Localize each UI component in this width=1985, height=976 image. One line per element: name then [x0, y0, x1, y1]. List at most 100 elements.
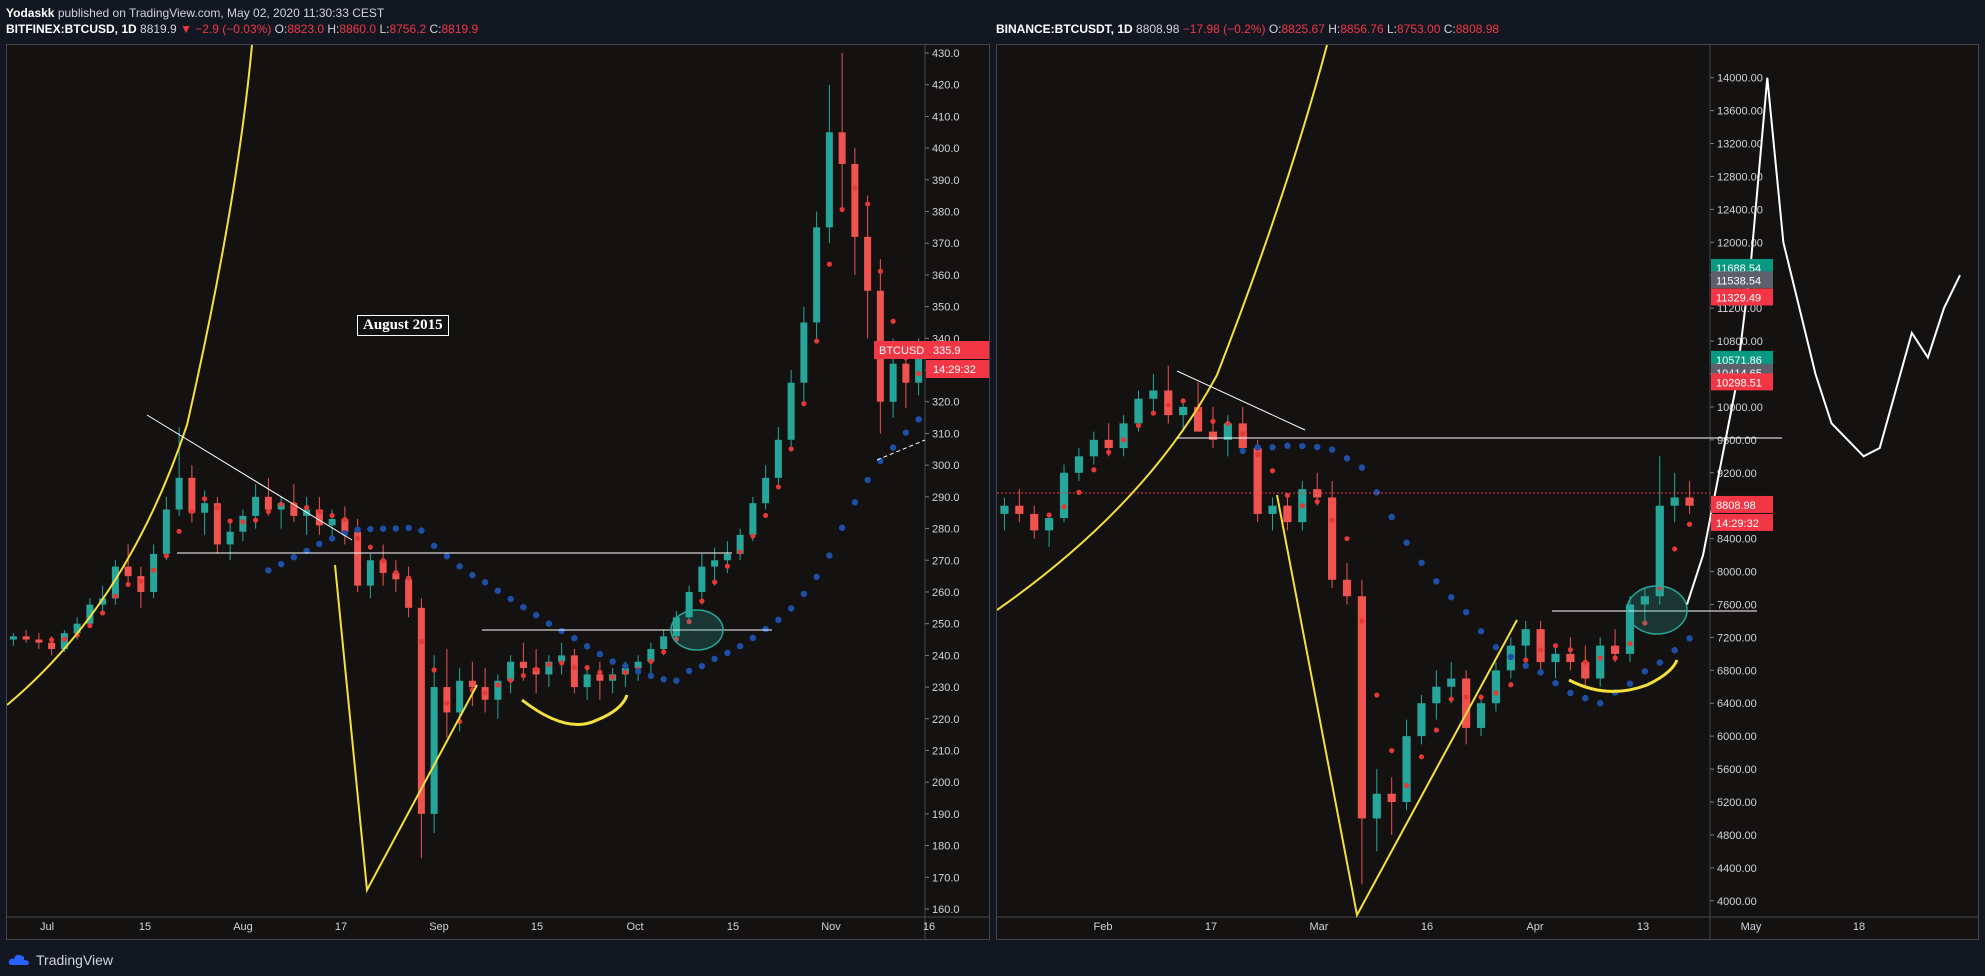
price-tick-label: 160.0: [932, 904, 960, 916]
candle-body: [1104, 439, 1113, 449]
fast-ma-dot: [1180, 398, 1186, 404]
price-tick-label: 420.0: [932, 80, 960, 92]
slow-ma-dot: [660, 676, 667, 683]
candle-body: [825, 132, 833, 228]
slow-ma-dot: [443, 553, 451, 560]
slow-ma-dot: [1328, 446, 1336, 453]
slow-ma-dot: [379, 525, 387, 532]
right-last: 8808.98: [1136, 22, 1180, 36]
right-chart-panel[interactable]: 14000.00 13600.00 13200.00 12800.00 12400.00…: [996, 44, 1979, 940]
fast-ma-dot: [49, 637, 55, 643]
fast-ma-dot: [342, 516, 348, 523]
slow-ma-dot: [1656, 659, 1663, 666]
rounded-bottom: [1568, 659, 1679, 693]
tradingview-cloud-icon: [8, 954, 30, 965]
price-tick-label: 360.0: [932, 270, 960, 282]
right-symbol-line: BINANCE:BTCUSDT, 1D 8808.98 −17.98 (−0.2…: [996, 22, 1500, 36]
fast-ma-dot: [814, 338, 820, 344]
author-name[interactable]: Yodaskk: [6, 6, 55, 20]
fast-ma-dot: [852, 185, 858, 191]
left-chart[interactable]: 430.0 420.0 410.0 400.0 390.0 380.0 370.0 360.0…: [6, 44, 989, 939]
fast-ma-dot: [1389, 748, 1395, 754]
slow-ma-dot: [1403, 539, 1410, 546]
fast-ma-dot: [1538, 647, 1544, 653]
fast-ma-dot: [648, 658, 654, 664]
price-tick-label: 12800.00: [1717, 171, 1763, 183]
price-tag-text: 11329.49: [1716, 292, 1761, 304]
slow-ma-dot: [1448, 594, 1455, 601]
fast-ma-dot: [520, 672, 526, 679]
candle-body: [762, 477, 770, 504]
left-last: 8819.9: [140, 22, 177, 36]
fast-ma-dot: [916, 370, 922, 377]
fast-ma-dot: [355, 535, 361, 542]
candle-body: [1328, 497, 1337, 580]
time-tick-label: 18: [1853, 921, 1865, 933]
candle-body: [1119, 423, 1128, 449]
fast-ma-dot: [151, 567, 157, 573]
price-tick-label: 310.0: [932, 428, 960, 440]
price-tick-label: 430.0: [932, 48, 960, 60]
highlight-ellipse: [670, 609, 724, 651]
candle-body: [902, 363, 910, 383]
slow-ma-dot: [902, 429, 910, 436]
fast-ma-dot: [584, 665, 590, 671]
price-tag-text: 10298.51: [1716, 377, 1762, 389]
candle-body: [9, 636, 17, 640]
tradingview-logo[interactable]: TradingView: [8, 952, 113, 968]
slow-ma-dot: [277, 560, 285, 568]
fast-ma-dot: [1478, 694, 1484, 700]
v-drawing: [1276, 494, 1518, 918]
price-tick-label: 4800.00: [1717, 830, 1757, 842]
candle-body: [1059, 472, 1069, 519]
time-tick-label: Oct: [626, 921, 643, 933]
candle-body: [1685, 497, 1694, 506]
candle-body: [341, 519, 349, 532]
candle-body: [1610, 645, 1620, 654]
candle-body: [749, 503, 757, 535]
slow-ma-dot: [838, 524, 846, 531]
candle-body: [813, 227, 821, 323]
fast-ma-dot: [1165, 402, 1171, 408]
fast-ma-dot: [87, 623, 93, 629]
candle-body: [660, 636, 668, 650]
slow-ma-dot: [609, 658, 616, 665]
fast-ma-dot: [1463, 694, 1469, 700]
fast-ma-dot: [1552, 643, 1559, 649]
candle-body: [1566, 653, 1575, 663]
left-chart-panel[interactable]: 430.0 420.0 410.0 400.0 390.0 380.0 370.0 360.0…: [6, 44, 990, 940]
candle-body: [672, 617, 680, 637]
price-tag-text: 11538.54: [1716, 275, 1761, 287]
candle-body: [73, 623, 81, 634]
price-tick-label: 200.0: [932, 777, 960, 789]
rounded-bottom: [521, 694, 629, 726]
candle-body: [1342, 579, 1352, 597]
candle-body: [252, 496, 260, 516]
left-change: ▼ −2.9 (−0.03%): [180, 22, 272, 36]
candle-body: [723, 553, 731, 561]
right-symbol[interactable]: BINANCE:BTCUSDT, 1D: [996, 22, 1133, 36]
price-tag: [1711, 495, 1773, 513]
fast-ma-dot: [1686, 521, 1693, 527]
publish-info: Yodaskk published on TradingView.com, Ma…: [6, 6, 384, 20]
candle-body: [188, 477, 196, 513]
candle-body: [889, 363, 897, 402]
slow-ma-dot: [1522, 662, 1529, 669]
time-tick-label: 15: [139, 921, 151, 933]
fast-ma-dot: [1627, 641, 1633, 647]
candle-body: [1030, 513, 1039, 531]
candle-body: [1536, 629, 1545, 663]
price-tick-label: 270.0: [932, 555, 960, 567]
left-symbol[interactable]: BITFINEX:BTCUSD, 1D: [6, 22, 137, 36]
price-tick-label: 380.0: [932, 207, 960, 219]
right-chart[interactable]: 14000.00 13600.00 13200.00 12800.00 12400.00…: [996, 44, 1978, 939]
slow-ma-dot: [673, 677, 680, 684]
fast-ma-dot: [724, 563, 730, 569]
left-high: 8860.0: [339, 22, 377, 36]
symbol-price-tag: [874, 341, 932, 359]
time-tick-label: Nov: [821, 921, 841, 933]
slow-ma-dot: [749, 634, 757, 642]
publish-text: published on TradingView.com, May 02, 20…: [57, 6, 385, 20]
fast-ma-dot: [801, 401, 807, 407]
candle-body: [1372, 793, 1381, 819]
